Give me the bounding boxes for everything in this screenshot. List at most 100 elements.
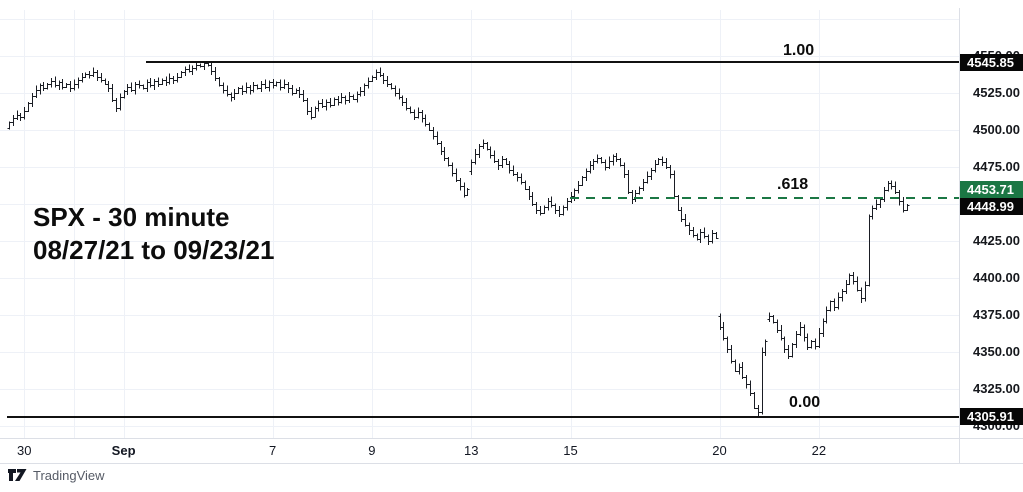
ohlc-bar [435, 131, 440, 146]
ohlc-bar [164, 76, 169, 87]
ohlc-bar [236, 87, 241, 94]
ohlc-bar [874, 199, 879, 211]
ohlc-bar [225, 85, 230, 97]
ohlc-bar [859, 287, 864, 303]
ohlc-bar [389, 82, 394, 90]
ohlc-bar [301, 89, 306, 103]
ohlc-bar [882, 186, 887, 203]
ohlc-bar [851, 272, 856, 285]
ohlc-bar [11, 115, 16, 127]
ohlc-bar [458, 178, 463, 191]
ohlc-bar [148, 78, 153, 88]
ohlc-bar [465, 187, 470, 197]
ohlc-bar [450, 162, 455, 177]
ohlc-bar [706, 234, 711, 246]
fib-level-label-.618[interactable]: .618 [777, 176, 809, 193]
time-tick-30: 30 [17, 443, 32, 458]
ohlc-bar [870, 205, 875, 220]
ohlc-bar [725, 336, 730, 354]
ohlc-bar [836, 292, 841, 310]
fib-level-label-0.00[interactable]: 0.00 [789, 394, 821, 411]
ohlc-bar [760, 347, 765, 415]
ohlc-bar [95, 70, 100, 81]
tradingview-logo-icon[interactable] [8, 468, 27, 482]
ohlc-bar [763, 339, 768, 357]
price-tick-4325.00: 4325.00 [973, 380, 1020, 396]
ohlc-bar [137, 80, 142, 89]
ohlc-bar [99, 72, 104, 83]
price-badge-last-price: 4448.99 [960, 198, 1023, 215]
ohlc-bar [385, 75, 390, 87]
ohlc-bar [603, 159, 608, 171]
ohlc-bar [584, 168, 589, 181]
price-bars[interactable] [7, 62, 910, 417]
ohlc-bar [26, 102, 31, 112]
price-axis-border [959, 8, 960, 464]
annotation-symbol-line: SPX - 30 minute [33, 202, 230, 232]
fib-level-label-1.00[interactable]: 1.00 [783, 42, 815, 59]
ohlc-bar [733, 359, 738, 373]
ohlc-bar [190, 65, 195, 76]
ohlc-bar [297, 87, 302, 98]
price-badge-fib-high: 4545.85 [960, 54, 1023, 71]
ohlc-bar [683, 214, 688, 227]
ohlc-bar [217, 76, 222, 87]
time-axis[interactable]: 30 Sep 7 9 13 15 20 22 [0, 439, 959, 463]
ohlc-bar [622, 162, 627, 178]
ohlc-bar [362, 83, 367, 96]
time-tick-15: 15 [563, 443, 578, 458]
ohlc-bar [828, 300, 833, 312]
ohlc-bar [431, 127, 436, 140]
ohlc-bar [129, 82, 134, 92]
price-tick-4475.00: 4475.00 [973, 158, 1020, 174]
ohlc-bar [687, 222, 692, 235]
ohlc-bar [580, 176, 585, 186]
ohlc-bar [53, 76, 58, 88]
ohlc-bar [83, 72, 88, 78]
ohlc-bar [454, 168, 459, 183]
ohlc-bar [366, 77, 371, 89]
ohlc-bar [30, 93, 35, 107]
ohlc-bar [790, 343, 795, 358]
time-axis-border [0, 438, 1023, 439]
ohlc-bar [7, 121, 12, 130]
ohlc-bar [114, 98, 119, 113]
ohlc-bar [802, 324, 807, 342]
ohlc-bar [591, 158, 596, 170]
ohlc-bar [87, 70, 92, 79]
ohlc-bar [68, 81, 73, 92]
tradingview-brand-text[interactable]: TradingView [33, 467, 105, 483]
ohlc-bar [752, 392, 757, 410]
ohlc-bar [576, 181, 581, 194]
ohlc-bar [771, 315, 776, 324]
ohlc-bar [439, 141, 444, 155]
ohlc-bar [901, 197, 906, 213]
ohlc-bar [668, 164, 673, 179]
ohlc-bar [660, 156, 665, 166]
ohlc-bar [679, 206, 684, 223]
ohlc-bar [72, 79, 77, 91]
ohlc-bar [549, 196, 554, 208]
ohlc-bar [599, 156, 604, 164]
time-tick-22: 22 [811, 443, 827, 458]
ohlc-bar [878, 197, 883, 209]
ohlc-bar [202, 62, 207, 70]
ohlc-bar [775, 319, 780, 334]
ohlc-bar [847, 273, 852, 285]
price-axis[interactable]: 4300.00 4325.00 4350.00 4375.00 4400.00 4425.… [960, 8, 1023, 438]
price-badge-fib-618: 4453.71 [960, 181, 1023, 198]
price-tick-4375.00: 4375.00 [973, 306, 1020, 322]
ohlc-bar [672, 170, 677, 200]
price-tick-4400.00: 4400.00 [973, 269, 1020, 285]
ohlc-bar [400, 95, 405, 107]
ohlc-bar [118, 93, 123, 111]
ohlc-bar [34, 85, 39, 98]
ohlc-bar [473, 149, 478, 165]
ohlc-bar [805, 333, 810, 351]
ohlc-bar [370, 75, 375, 83]
ohlc-bar [244, 82, 249, 94]
ohlc-bar [756, 405, 761, 417]
ohlc-bar [809, 340, 814, 349]
ohlc-bar [213, 67, 218, 81]
